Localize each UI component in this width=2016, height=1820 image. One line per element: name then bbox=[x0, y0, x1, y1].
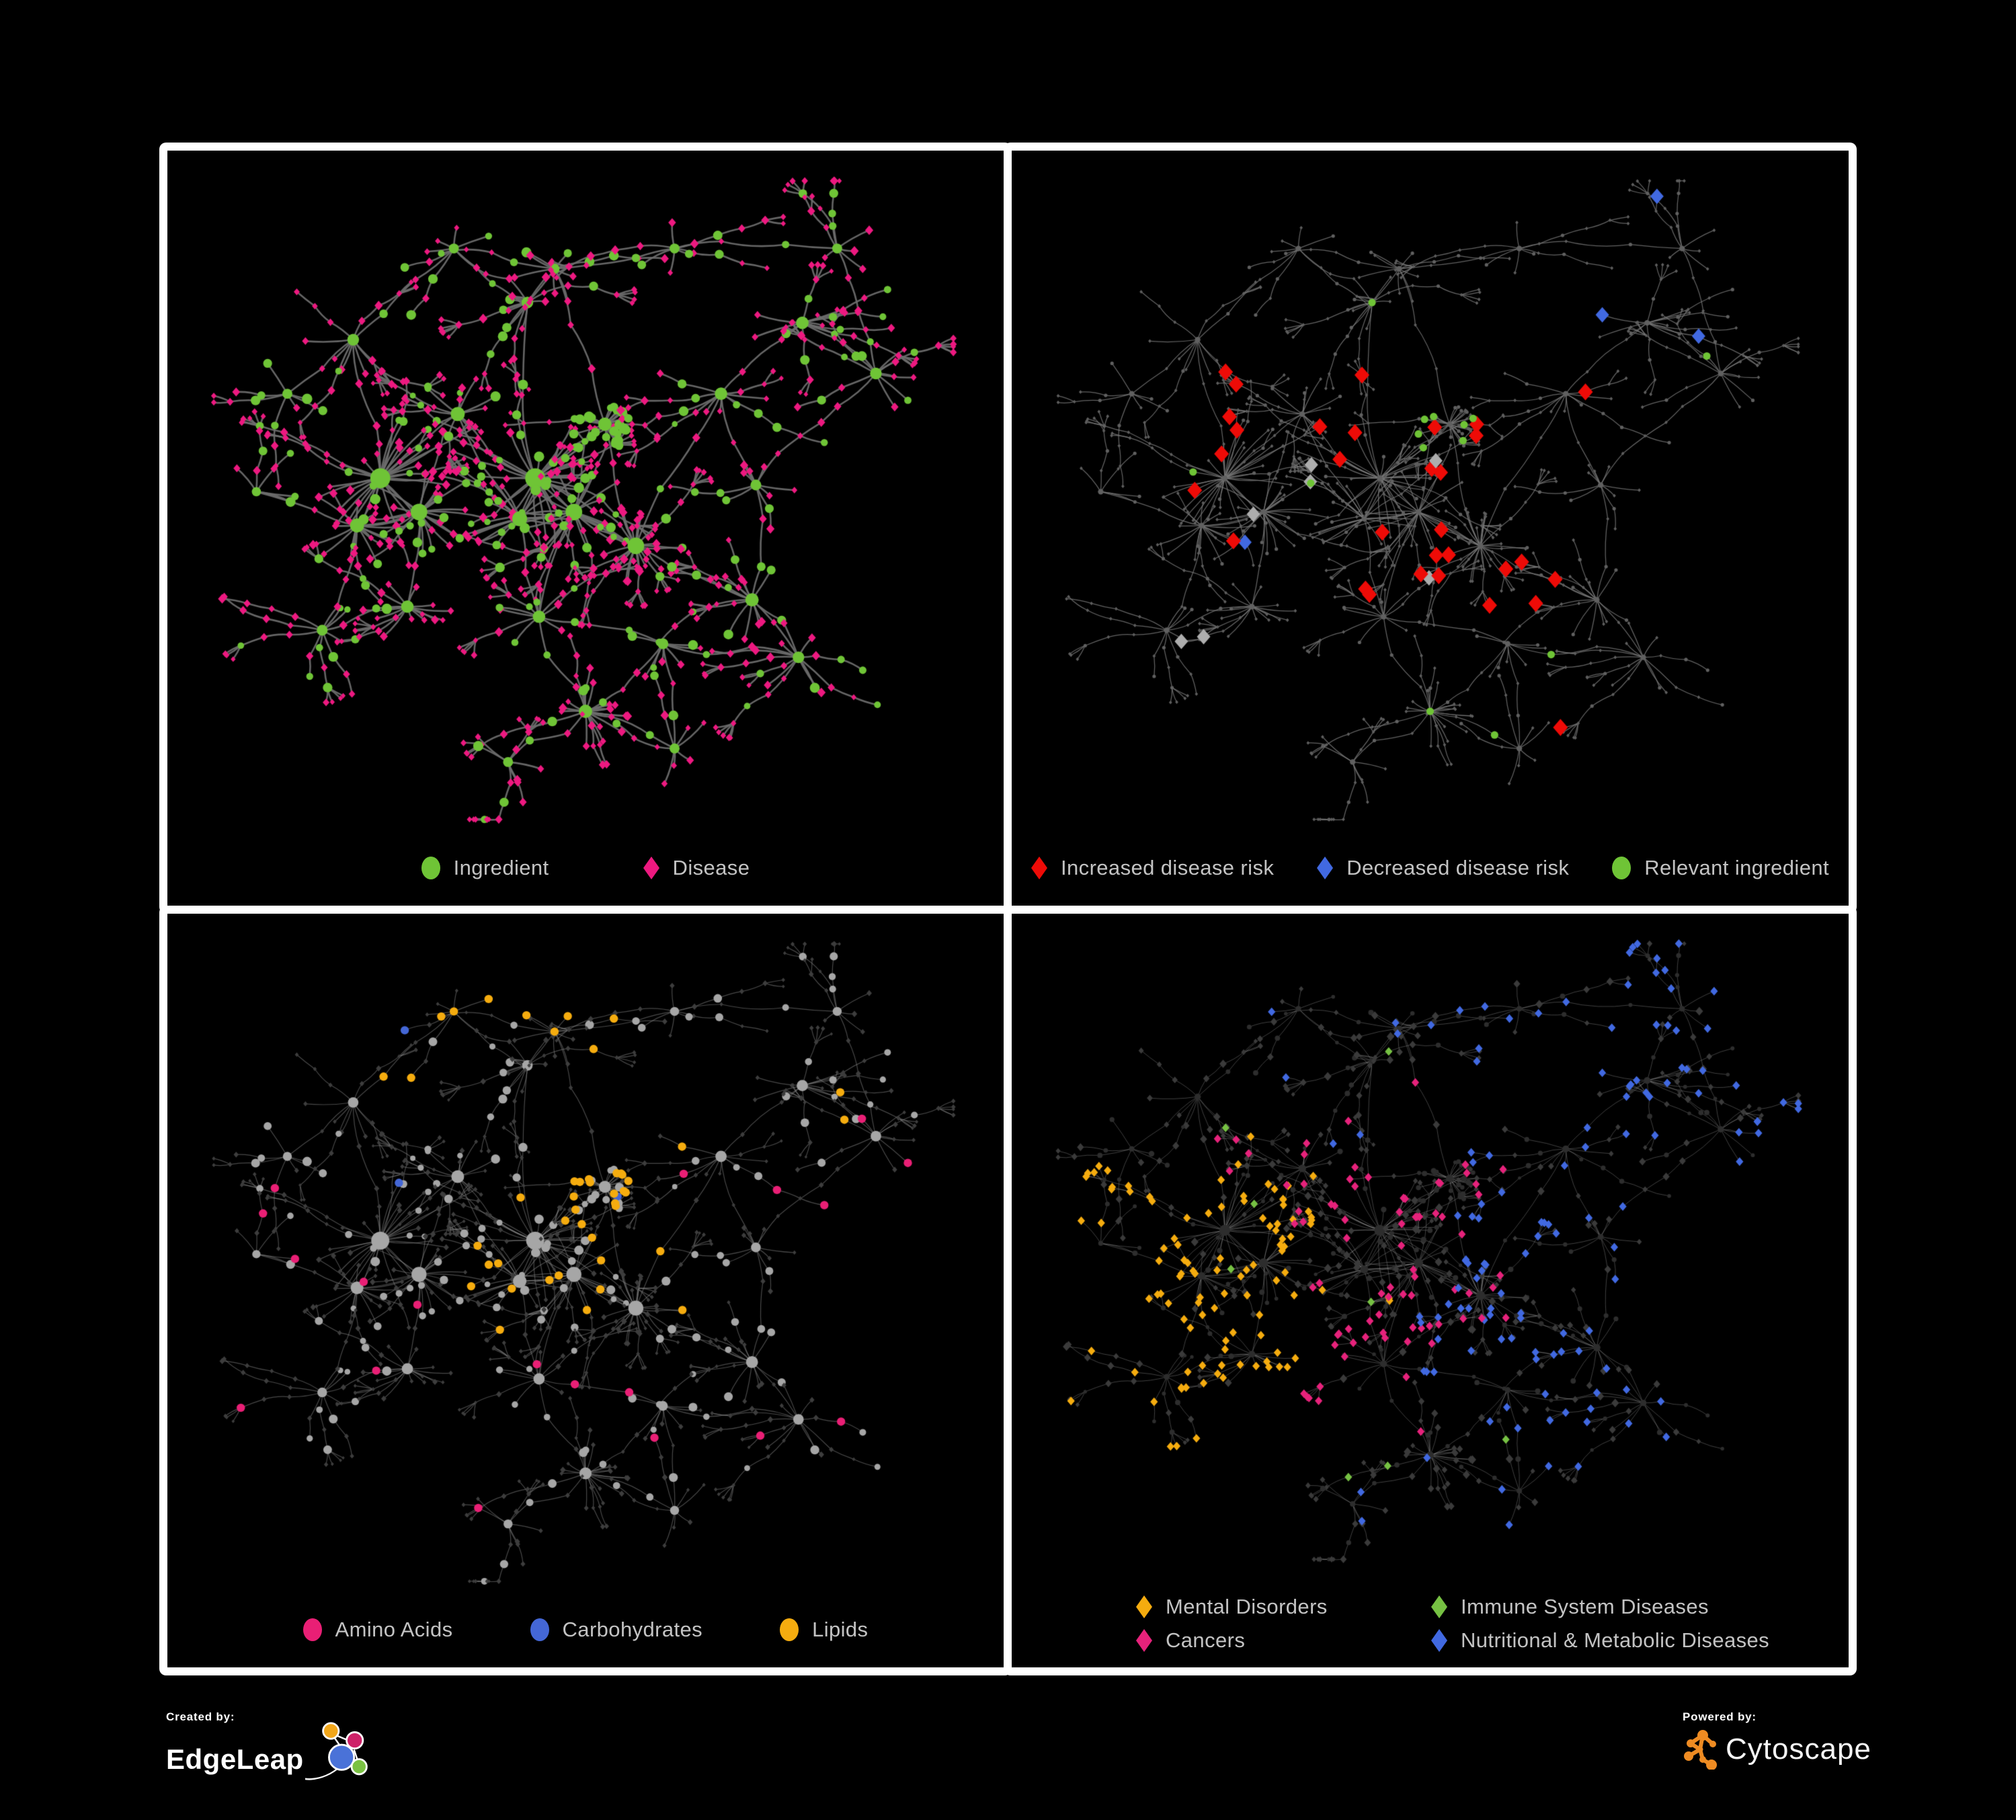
cytoscape-wordmark: Cytoscape bbox=[1726, 1733, 1871, 1766]
powered-by-label: Powered by: bbox=[1683, 1710, 1757, 1723]
legend-diamond-marker bbox=[1431, 1629, 1447, 1652]
legend-label: Amino Acids bbox=[335, 1618, 453, 1641]
legend-item-ingredient: Ingredient bbox=[421, 856, 549, 880]
legend-3: Amino Acids Carbohydrates Lipids bbox=[167, 1618, 1004, 1667]
legend-item-carbohydrates: Carbohydrates bbox=[530, 1618, 703, 1642]
legend-label: Lipids bbox=[812, 1618, 869, 1641]
legend-item-mental-disorders: Mental Disorders bbox=[1136, 1595, 1388, 1619]
legend-item-nutritional-metabolic-diseases: Nutritional & Metabolic Diseases bbox=[1431, 1628, 1769, 1653]
legend-item-increased-disease-risk: Increased disease risk bbox=[1031, 856, 1274, 880]
panel-disease-classes: Mental Disorders Immune System Diseases Ca… bbox=[1004, 906, 1857, 1675]
network-canvas-ingredient-classes bbox=[167, 914, 1004, 1618]
network-canvas-disease-classes bbox=[1012, 914, 1849, 1595]
legend-item-cancers: Cancers bbox=[1136, 1628, 1388, 1653]
legend-item-amino-acids: Amino Acids bbox=[303, 1618, 453, 1642]
legend-1: Ingredient Disease bbox=[167, 856, 1004, 906]
legend-item-lipids: Lipids bbox=[780, 1618, 868, 1642]
legend-diamond-marker bbox=[1031, 857, 1048, 879]
legend-circle-marker bbox=[421, 857, 440, 879]
legend-circle-marker bbox=[1612, 857, 1631, 879]
legend-item-immune-system-diseases: Immune System Diseases bbox=[1431, 1595, 1769, 1619]
legend-diamond-marker bbox=[643, 857, 659, 879]
cytoscape-logo-icon bbox=[1684, 1730, 1717, 1770]
edgeleap-logo-icon bbox=[305, 1722, 368, 1780]
legend-label: Immune System Diseases bbox=[1461, 1595, 1709, 1618]
network-canvas-ingredients-diseases bbox=[167, 151, 1004, 856]
legend-diamond-marker bbox=[1431, 1595, 1447, 1618]
legend-label: Disease bbox=[672, 856, 750, 879]
legend-label: Decreased disease risk bbox=[1346, 856, 1570, 879]
legend-circle-marker bbox=[530, 1618, 549, 1641]
legend-diamond-marker bbox=[1136, 1629, 1152, 1652]
legend-diamond-marker bbox=[1136, 1595, 1152, 1618]
legend-2: Increased disease risk Decreased disease … bbox=[1012, 856, 1849, 906]
legend-label: Increased disease risk bbox=[1061, 856, 1275, 879]
legend-item-disease: Disease bbox=[643, 856, 750, 880]
powered-by-block: Powered by: Cytoscape bbox=[1683, 1710, 1884, 1791]
legend-circle-marker bbox=[303, 1618, 322, 1641]
legend-circle-marker bbox=[780, 1618, 799, 1641]
legend-item-relevant-ingredient: Relevant ingredient bbox=[1612, 856, 1829, 880]
edgeleap-wordmark: EdgeLeap bbox=[166, 1743, 304, 1775]
legend-label: Nutritional & Metabolic Diseases bbox=[1461, 1628, 1770, 1652]
legend-diamond-marker bbox=[1317, 857, 1334, 879]
legend-label: Cancers bbox=[1166, 1628, 1246, 1652]
legend-label: Ingredient bbox=[453, 856, 549, 879]
legend-label: Carbohydrates bbox=[562, 1618, 703, 1641]
panel-ingredients-diseases: Ingredient Disease bbox=[159, 143, 1012, 914]
legend-label: Relevant ingredient bbox=[1644, 856, 1829, 879]
created-by-label: Created by: bbox=[166, 1710, 235, 1723]
legend-label: Mental Disorders bbox=[1166, 1595, 1328, 1618]
panel-disease-risk: Increased disease risk Decreased disease … bbox=[1004, 143, 1857, 914]
network-canvas-disease-risk bbox=[1012, 151, 1849, 856]
created-by-block: Created by: EdgeLeap bbox=[166, 1710, 368, 1798]
legend-4: Mental Disorders Immune System Diseases Ca… bbox=[1012, 1595, 1849, 1667]
panel-ingredient-classes: Amino Acids Carbohydrates Lipids bbox=[159, 906, 1012, 1675]
legend-item-decreased-disease-risk: Decreased disease risk bbox=[1317, 856, 1569, 880]
